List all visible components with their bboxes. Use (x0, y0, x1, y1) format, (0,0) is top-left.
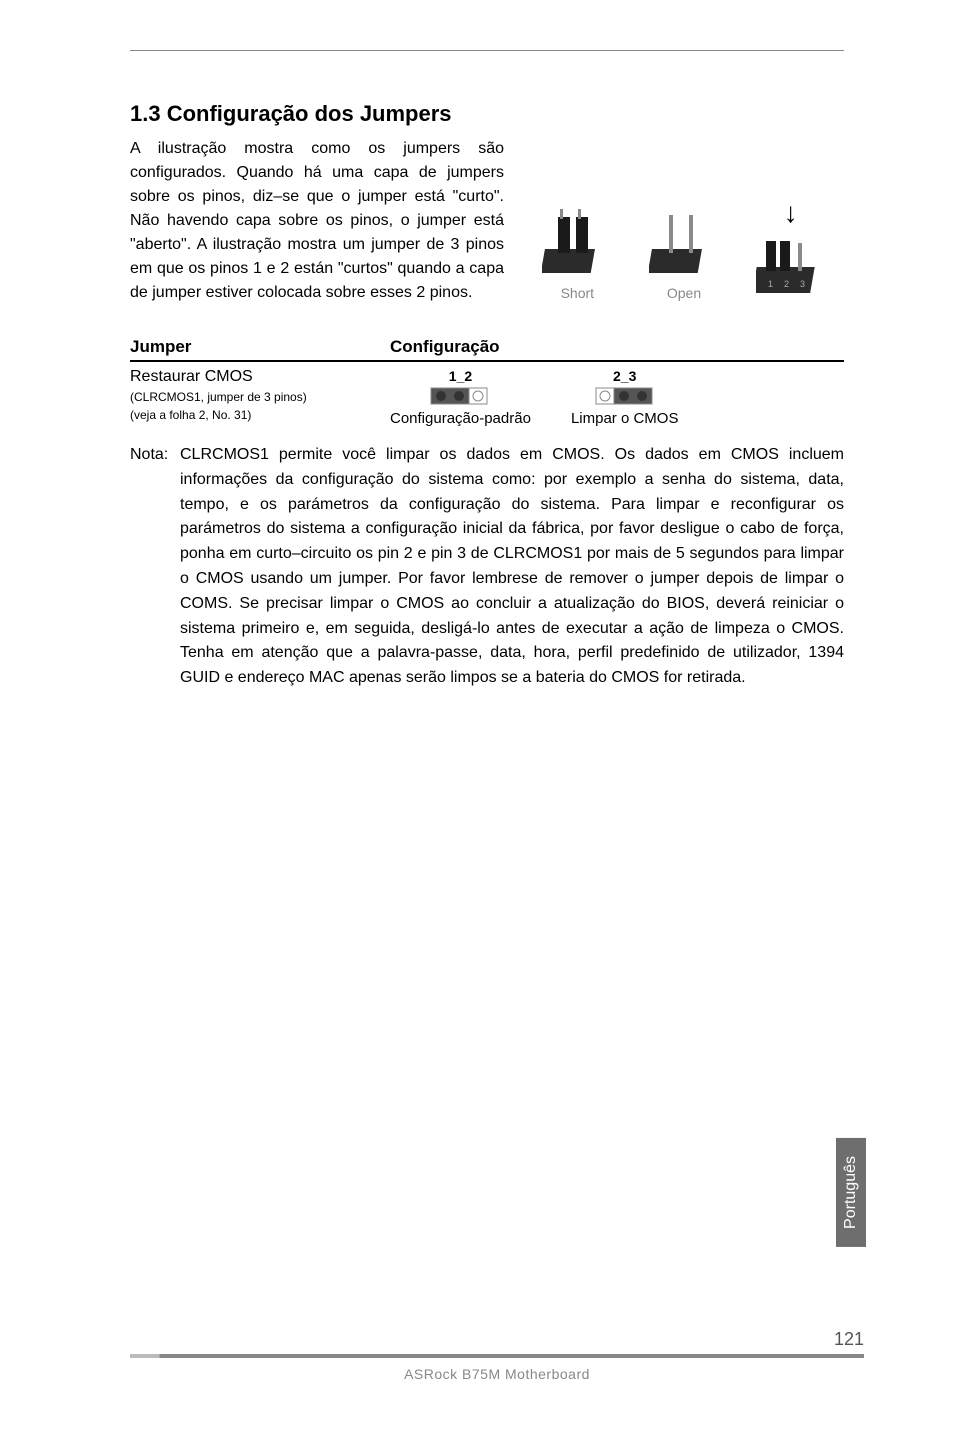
jumper-illustration: Short Open ↓ (524, 137, 844, 307)
jumper-123-icon: 1 2 3 (756, 231, 826, 301)
arrow-down-icon: ↓ (784, 197, 798, 229)
svg-text:1: 1 (768, 279, 773, 289)
nota-body: CLRCMOS1 permite você limpar os dados em… (180, 443, 844, 691)
page-number: 121 (130, 1329, 864, 1350)
jumper-sub2: (veja a folha 2, No. 31) (130, 406, 390, 424)
language-tab: Português (836, 1138, 866, 1247)
pin-caption-default: Configuração-padrão (390, 410, 531, 427)
intro-paragraph: A ilustração mostra como os jumpers são … (130, 137, 504, 307)
table-header-config: Configuração (390, 337, 500, 357)
jumper-open-icon (649, 199, 719, 279)
pin-label-23: 2_3 (613, 368, 636, 384)
table-header: Jumper Configuração (130, 337, 844, 362)
figure-label-open: Open (667, 285, 701, 301)
pin-diagram-23-icon (595, 386, 655, 406)
svg-text:2: 2 (784, 279, 789, 289)
figure-label-short: Short (561, 285, 594, 301)
pin-caption-clear: Limpar o CMOS (571, 410, 679, 427)
nota-label: Nota: (130, 443, 180, 691)
top-rule (130, 50, 844, 51)
pin-label-12: 1_2 (449, 368, 472, 384)
table-header-jumper: Jumper (130, 337, 390, 357)
jumper-sub1: (CLRCMOS1, jumper de 3 pinos) (130, 388, 390, 406)
section-heading: 1.3 Configuração dos Jumpers (130, 101, 844, 127)
table-row: Restaurar CMOS (CLRCMOS1, jumper de 3 pi… (130, 362, 844, 427)
footer-rule (130, 1354, 864, 1358)
footer: 121 ASRock B75M Motherboard (130, 1329, 864, 1382)
jumper-short-icon (542, 199, 612, 279)
jumper-name: Restaurar CMOS (130, 368, 390, 386)
svg-text:3: 3 (800, 279, 805, 289)
pin-diagram-12-icon (430, 386, 490, 406)
nota-block: Nota: CLRCMOS1 permite você limpar os da… (130, 443, 844, 691)
footer-text: ASRock B75M Motherboard (130, 1366, 864, 1382)
pin-option-default: 1_2 Configuração-padrão (390, 368, 531, 427)
pin-option-clear: 2_3 Limpar o CMOS (571, 368, 679, 427)
